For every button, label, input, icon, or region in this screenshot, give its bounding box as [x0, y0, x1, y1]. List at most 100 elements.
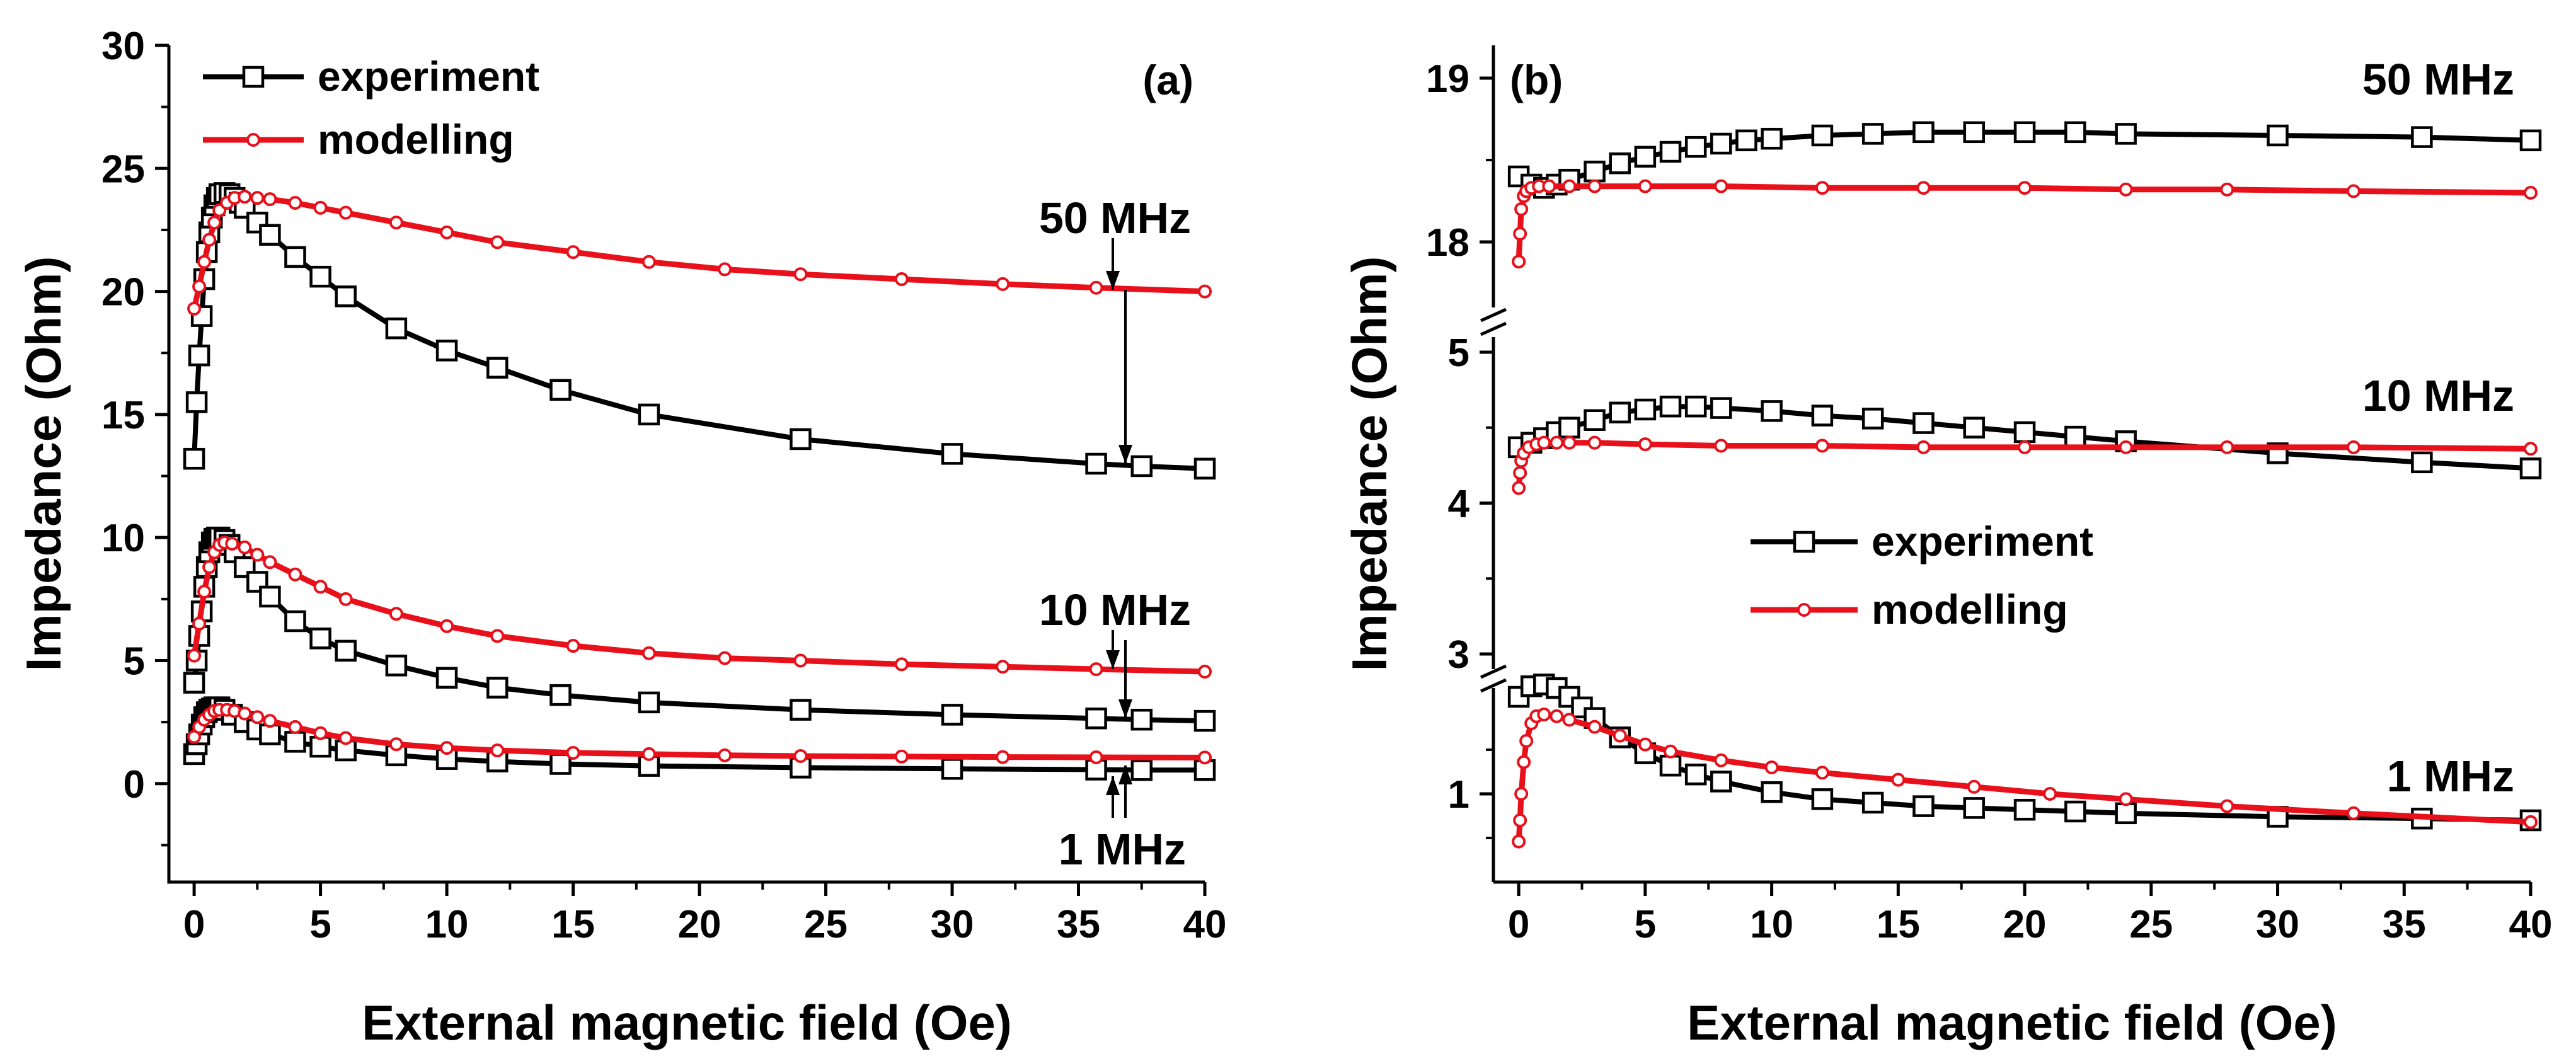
data-point-square [790, 699, 812, 721]
frequency-label-10mhz: 10 MHz [1039, 585, 1191, 634]
data-point-circle [1198, 665, 1212, 679]
data-point-circle [1815, 181, 1829, 195]
data-point-circle [1916, 181, 1931, 195]
y-tick-label: 5 [124, 639, 145, 683]
x-tick-label: 20 [678, 903, 722, 946]
panel-label: (a) [1142, 57, 1193, 103]
data-point-circle [566, 245, 580, 260]
data-point-circle [202, 232, 217, 247]
data-point-circle [1513, 227, 1527, 241]
data-point-circle [718, 748, 732, 762]
data-point-square [1130, 759, 1153, 781]
data-point-square [1584, 160, 1606, 183]
x-tick-label: 30 [2256, 903, 2299, 946]
data-point-square [1130, 708, 1153, 731]
data-point-circle [1562, 179, 1577, 193]
data-point-square [242, 66, 265, 88]
data-point-square [183, 672, 205, 694]
x-axis-title: External magnetic field (Oe) [362, 995, 1012, 1050]
frequency-label-1mhz: 1 MHz [2387, 752, 2514, 801]
data-point-circle [1089, 280, 1103, 295]
data-point-circle [1517, 755, 1531, 769]
data-point-circle [313, 726, 328, 740]
data-point-circle [566, 639, 580, 653]
data-point-square [941, 443, 963, 465]
data-point-circle [641, 646, 656, 660]
data-point-circle [894, 272, 909, 287]
y-tick-label: 10 [101, 517, 145, 560]
x-axis-title: External magnetic field (Oe) [1687, 995, 2337, 1050]
data-point-circle [2346, 806, 2360, 820]
data-point-square [2519, 129, 2542, 152]
data-point-circle [2220, 799, 2234, 813]
data-point-square [1912, 121, 1935, 144]
y-tick-label: 0 [124, 763, 145, 806]
data-point-square [941, 758, 963, 780]
data-point-circle [1638, 179, 1652, 193]
data-point-square [1130, 455, 1153, 478]
y-axis-title: Impedance (Ohm) [1342, 256, 1397, 672]
data-point-circle [1638, 737, 1652, 752]
data-point-square [638, 691, 660, 714]
data-point-square [435, 340, 458, 362]
data-point-square [1912, 795, 1935, 817]
data-point-circle [1638, 437, 1652, 452]
arrow-head [1118, 766, 1132, 784]
axis-break-mark [1480, 664, 1507, 693]
data-point-square [284, 610, 306, 633]
arrow-10mhz-modelling [1106, 630, 1120, 669]
data-point-circle [1613, 728, 1627, 743]
data-point-square [335, 639, 357, 662]
data-point-circle [2043, 787, 2057, 801]
data-point-circle [389, 215, 403, 230]
data-point-square [183, 447, 205, 470]
data-point-square [1659, 754, 1682, 777]
legend: experiment modelling [203, 53, 539, 163]
legend-label: experiment [318, 53, 539, 100]
y-tick-label: 20 [101, 271, 145, 314]
data-point-circle [225, 536, 239, 551]
data-point-circle [996, 660, 1010, 674]
legend-label: modelling [1872, 586, 2068, 633]
data-point-circle [338, 205, 353, 220]
data-point-circle [996, 750, 1010, 764]
data-point-square [284, 246, 306, 268]
data-point-circle [1891, 772, 1906, 787]
data-point-square [2013, 421, 2036, 444]
data-point-square [941, 704, 963, 726]
arrow-head [1106, 271, 1120, 290]
arrow-50mhz-modelling [1106, 238, 1120, 290]
data-point-circle [1550, 435, 1564, 450]
data-point-circle [263, 192, 277, 207]
arrow-head [1118, 699, 1132, 718]
data-point-circle [238, 706, 252, 721]
data-point-square [309, 265, 331, 288]
data-point-square [2411, 126, 2433, 148]
frequency-label-10mhz: 10 MHz [2362, 371, 2514, 420]
data-point-circle [187, 301, 202, 316]
data-point-circle [2119, 440, 2133, 454]
data-point-square [1193, 457, 1216, 480]
data-point-circle [1562, 435, 1577, 450]
data-point-circle [1714, 753, 1728, 767]
data-point-circle [2119, 792, 2133, 806]
axis-break-mark [1480, 307, 1507, 336]
data-point-circle [2220, 182, 2234, 197]
arrow-10mhz-experiment [1118, 640, 1132, 718]
data-point-square [435, 667, 458, 689]
data-point-circle [250, 710, 265, 725]
data-point-circle [1512, 834, 1526, 849]
series-modelling-50mhz [1512, 179, 2538, 269]
data-point-circle [440, 741, 454, 755]
data-point-circle [490, 629, 505, 643]
data-point-circle [2524, 442, 2538, 456]
x-tick-label: 25 [804, 903, 848, 946]
data-point-square [1735, 129, 1757, 152]
x-tick-label: 15 [551, 903, 595, 946]
data-point-square [1761, 127, 1783, 150]
data-point-circle [192, 279, 207, 294]
data-point-square [259, 723, 281, 745]
y-tick-label: 18 [1426, 221, 1469, 265]
series-modelling-1mhz [1512, 708, 2538, 849]
legend-entry-experiment: experiment [1751, 518, 2093, 565]
